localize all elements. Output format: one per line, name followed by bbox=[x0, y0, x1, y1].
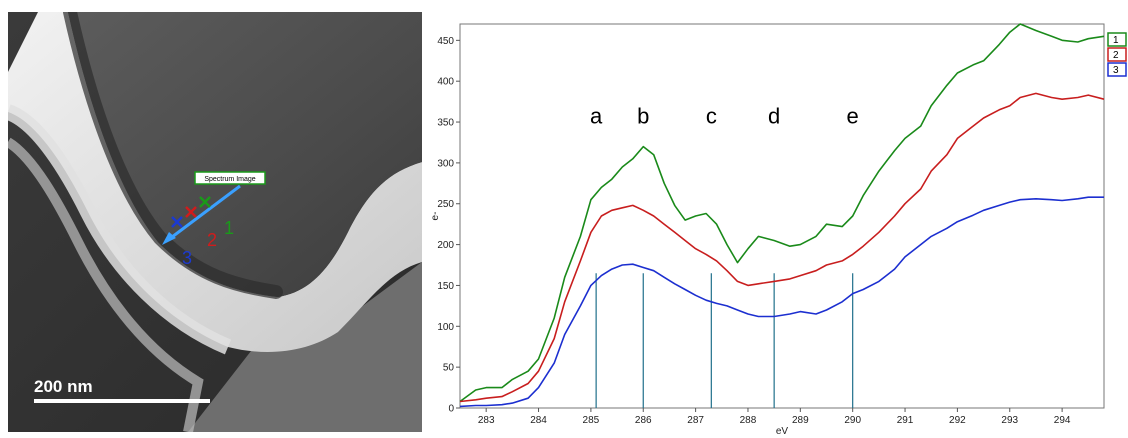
scale-bar-label: 200 nm bbox=[34, 377, 93, 396]
chart-axes bbox=[459, 23, 1105, 409]
spectrum-line bbox=[167, 184, 241, 242]
x-tick-label: 293 bbox=[1001, 415, 1018, 426]
legend-swatch-2 bbox=[1107, 47, 1127, 62]
spectrum-image-label: Spectrum Image bbox=[204, 176, 255, 183]
series-line-1 bbox=[459, 23, 1105, 403]
point-3-marker bbox=[171, 216, 183, 228]
scale-bar bbox=[34, 399, 210, 403]
x-tick-label: 285 bbox=[583, 415, 600, 426]
x-tick-label: 286 bbox=[635, 415, 652, 426]
legend: 1 2 3 bbox=[1107, 32, 1127, 77]
spectrum-arrow-icon bbox=[162, 232, 176, 245]
peak-label-e: e bbox=[847, 104, 859, 129]
point-label-1: 1 bbox=[224, 218, 234, 238]
stem-micrograph: Spectrum Image 1 2 3 200 nm bbox=[8, 12, 422, 432]
y-tick-label: 200 bbox=[437, 240, 454, 251]
legend-label-2: 2 bbox=[1113, 50, 1119, 61]
point-1-marker bbox=[199, 196, 211, 208]
series-line-2 bbox=[459, 92, 1105, 403]
y-axis-label: e- bbox=[430, 212, 441, 221]
x-tick-label: 288 bbox=[740, 415, 757, 426]
x-tick-label: 294 bbox=[1054, 415, 1071, 426]
legend-swatch-1 bbox=[1107, 32, 1127, 47]
marker-lines bbox=[595, 273, 854, 408]
point-label-3: 3 bbox=[182, 248, 192, 268]
y-tick-label: 250 bbox=[437, 199, 454, 210]
y-tick-label: 300 bbox=[437, 158, 454, 169]
x-tick-label: 284 bbox=[530, 415, 547, 426]
y-ticks: 0 50 100 150 200 250 300 350 400 450 bbox=[437, 36, 460, 415]
spectrum-chart: 283 284 285 286 287 288 289 290 291 292 293 294 0 50… bbox=[430, 23, 1127, 437]
peak-label-a: a bbox=[590, 104, 603, 129]
plot-frame bbox=[459, 23, 1105, 409]
y-tick-label: 0 bbox=[448, 404, 454, 415]
x-tick-label: 289 bbox=[792, 415, 809, 426]
y-tick-label: 150 bbox=[437, 281, 454, 292]
y-tick-label: 50 bbox=[443, 363, 455, 374]
y-tick-label: 450 bbox=[437, 36, 454, 47]
series-line-3 bbox=[459, 196, 1104, 408]
y-tick-label: 100 bbox=[437, 322, 454, 333]
peak-label-d: d bbox=[768, 104, 780, 129]
x-tick-label: 291 bbox=[897, 415, 914, 426]
peak-label-c: c bbox=[706, 104, 717, 129]
x-tick-label: 283 bbox=[478, 415, 495, 426]
legend-label-3: 3 bbox=[1113, 65, 1119, 76]
x-axis-label: eV bbox=[776, 426, 789, 437]
x-tick-label: 287 bbox=[687, 415, 704, 426]
x-tick-label: 290 bbox=[844, 415, 861, 426]
legend-swatch-3 bbox=[1107, 62, 1127, 77]
x-ticks: 283 284 285 286 287 288 289 290 291 292 293 294 bbox=[478, 408, 1071, 426]
point-label-2: 2 bbox=[207, 230, 217, 250]
series-lines bbox=[459, 23, 1105, 408]
legend-label-1: 1 bbox=[1113, 35, 1119, 46]
peak-annotations: a b c d e bbox=[590, 104, 859, 129]
y-tick-label: 350 bbox=[437, 118, 454, 129]
point-2-marker bbox=[185, 206, 197, 218]
peak-label-b: b bbox=[637, 104, 649, 129]
x-tick-label: 292 bbox=[949, 415, 966, 426]
y-tick-label: 400 bbox=[437, 77, 454, 88]
